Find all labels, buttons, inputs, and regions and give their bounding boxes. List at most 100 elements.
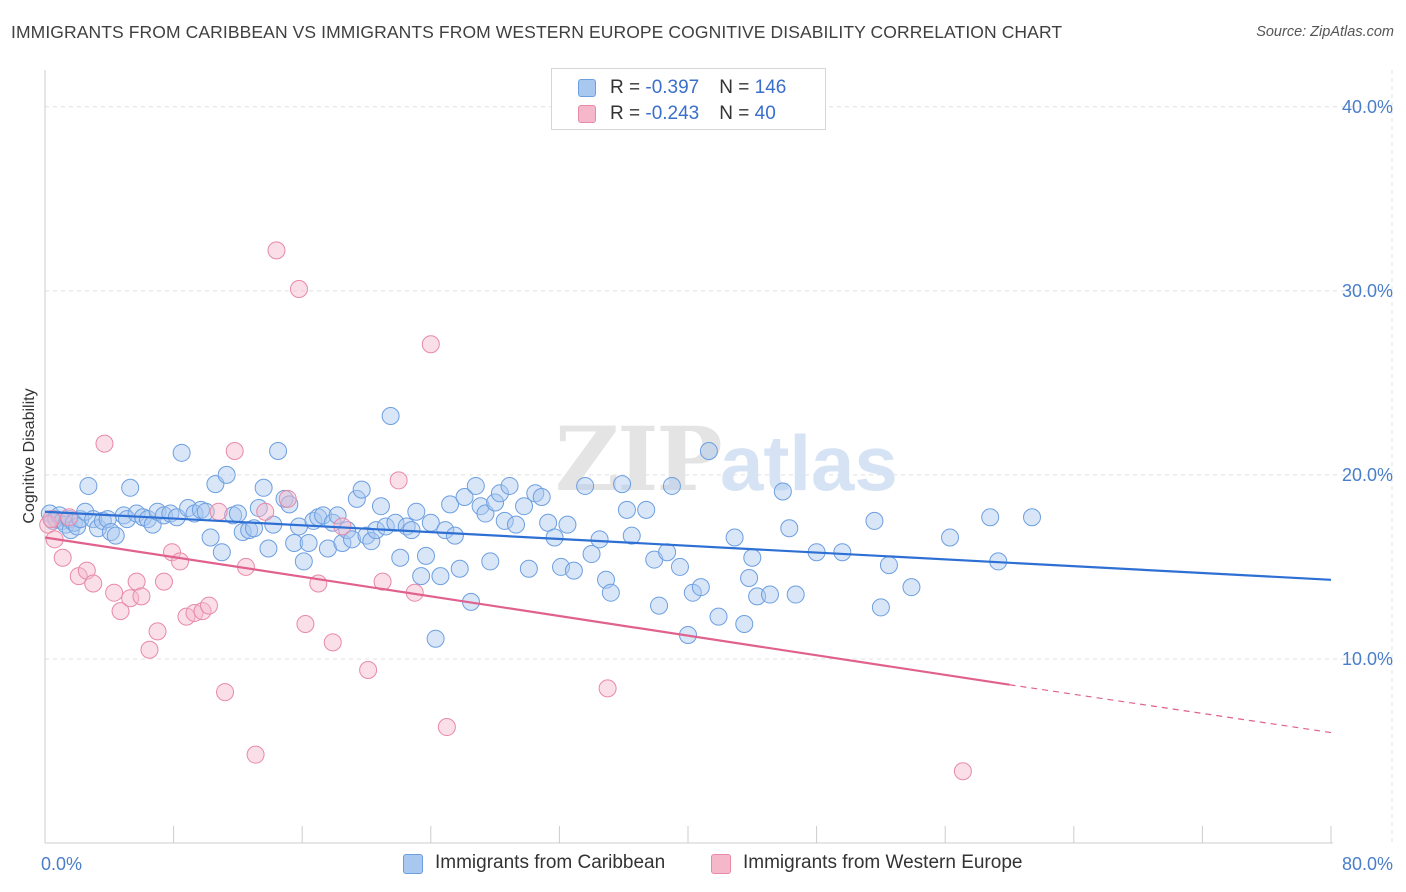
caribbean-point xyxy=(495,511,514,530)
caribbean-legend-swatch xyxy=(403,854,423,874)
caribbean-point xyxy=(743,548,762,567)
source-credit: Source: ZipAtlas.com xyxy=(1256,24,1394,40)
x-tick-label: 0.0% xyxy=(41,854,82,874)
legend-r-value: -0.243 xyxy=(645,103,700,124)
correlation-legend: R = -0.397 N = 146 R = -0.243 N = 40 xyxy=(551,68,826,130)
caribbean-point xyxy=(786,585,805,604)
western-europe-legend-swatch xyxy=(711,854,731,874)
caribbean-point xyxy=(637,500,656,519)
caribbean-point xyxy=(740,568,759,587)
caribbean-point xyxy=(431,567,450,586)
legend-n-label: N = xyxy=(719,103,755,124)
caribbean-point xyxy=(650,596,669,615)
caribbean-point xyxy=(371,497,390,516)
caribbean-point xyxy=(347,489,366,508)
caribbean-point xyxy=(981,508,1000,527)
western-europe-point xyxy=(359,660,378,679)
western-europe-point xyxy=(953,762,972,781)
western-europe-point xyxy=(95,434,114,453)
caribbean-point xyxy=(269,441,288,460)
caribbean-point xyxy=(101,522,120,541)
caribbean-point xyxy=(416,546,435,565)
trend-lines xyxy=(44,510,1332,734)
caribbean-point xyxy=(486,493,505,512)
caribbean-point xyxy=(285,534,304,553)
western-europe-point xyxy=(60,508,79,527)
caribbean-point xyxy=(121,478,140,497)
caribbean-point xyxy=(217,465,236,484)
western-europe-point xyxy=(127,572,146,591)
caribbean-point xyxy=(212,543,231,562)
axes xyxy=(44,70,1333,844)
western-europe-point xyxy=(598,679,617,698)
caribbean-point xyxy=(314,506,333,525)
chart-title: IMMIGRANTS FROM CARIBBEAN VS IMMIGRANTS … xyxy=(11,22,1063,42)
caribbean-point xyxy=(617,500,636,519)
tick-labels: 10.0% 20.0% 30.0% 40.0% 0.0% 80.0% xyxy=(41,97,1393,874)
caribbean-point xyxy=(201,528,220,547)
western-europe-point xyxy=(289,280,308,299)
caribbean-point xyxy=(466,476,485,495)
caribbean-point xyxy=(445,526,464,545)
caribbean-point xyxy=(699,441,718,460)
caribbean-points xyxy=(40,407,1042,648)
caribbean-point xyxy=(519,559,538,578)
western-europe-point xyxy=(84,574,103,593)
caribbean-point xyxy=(902,578,921,597)
caribbean-point xyxy=(412,567,431,586)
x-tick-label: 80.0% xyxy=(1342,854,1393,874)
legend-n-value: 146 xyxy=(754,77,787,98)
caribbean-point xyxy=(254,478,273,497)
caribbean-point xyxy=(343,530,362,549)
western-europe-point xyxy=(111,602,130,621)
caribbean-point xyxy=(709,607,728,626)
y-tick-label: 30.0% xyxy=(1342,281,1393,301)
y-tick-label: 20.0% xyxy=(1342,465,1393,485)
caribbean-point xyxy=(79,476,98,495)
caribbean-point xyxy=(941,528,960,547)
watermark-atlas: atlas xyxy=(720,419,898,507)
caribbean-trend-line xyxy=(44,510,1332,581)
caribbean-point xyxy=(362,532,381,551)
gridlines xyxy=(45,70,1393,843)
western-europe-point xyxy=(148,622,167,641)
western-europe-point xyxy=(154,572,173,591)
caribbean-point xyxy=(106,526,125,545)
caribbean-point xyxy=(294,552,313,571)
legend-r-label: R = xyxy=(610,77,646,98)
caribbean-point xyxy=(481,552,500,571)
caribbean-point xyxy=(735,614,754,633)
caribbean-point xyxy=(233,522,252,541)
western-europe-legend-label: Immigrants from Western Europe xyxy=(743,852,1023,873)
caribbean-point xyxy=(532,487,551,506)
caribbean-point xyxy=(506,515,525,534)
caribbean-point xyxy=(338,521,357,540)
caribbean-point xyxy=(871,598,890,617)
legend-r-label: R = xyxy=(610,103,646,124)
western-europe-point xyxy=(105,583,124,602)
western-europe-point xyxy=(42,510,61,529)
y-axis-label: Cognitive Disability xyxy=(21,388,38,523)
western-europe-point xyxy=(140,640,159,659)
western-europe-swatch xyxy=(578,105,596,123)
western-europe-point xyxy=(437,718,456,737)
western-europe-point xyxy=(296,614,315,633)
caribbean-point xyxy=(773,482,792,501)
caribbean-point xyxy=(662,476,681,495)
caribbean-point xyxy=(259,539,278,558)
caribbean-point xyxy=(622,526,641,545)
western-europe-point xyxy=(278,489,297,508)
caribbean-point xyxy=(500,476,519,495)
caribbean-point xyxy=(407,502,426,521)
caribbean-point xyxy=(725,528,744,547)
western-europe-point xyxy=(121,589,140,608)
caribbean-point xyxy=(590,530,609,549)
western-europe-point xyxy=(246,745,265,764)
caribbean-point xyxy=(172,443,191,462)
western-europe-point xyxy=(199,596,218,615)
western-europe-point xyxy=(209,502,228,521)
y-tick-label: 10.0% xyxy=(1342,649,1393,669)
caribbean-point xyxy=(558,515,577,534)
caribbean-point xyxy=(426,629,445,648)
